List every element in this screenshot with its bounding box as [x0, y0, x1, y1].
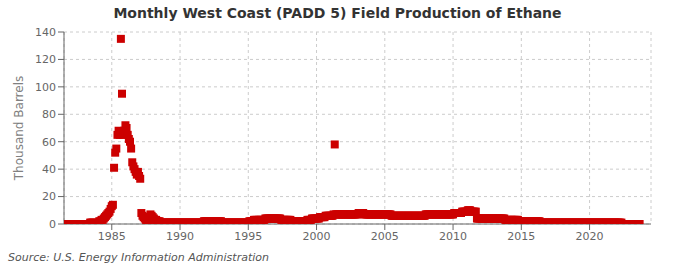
svg-text:100: 100: [35, 81, 56, 94]
svg-text:2005: 2005: [371, 230, 399, 243]
svg-text:1990: 1990: [166, 230, 194, 243]
svg-text:0: 0: [49, 218, 56, 231]
svg-text:Thousand Barrels: Thousand Barrels: [12, 76, 26, 181]
svg-text:120: 120: [35, 53, 56, 66]
svg-text:40: 40: [42, 163, 56, 176]
svg-text:2015: 2015: [507, 230, 535, 243]
svg-text:60: 60: [42, 136, 56, 149]
svg-text:2000: 2000: [303, 230, 331, 243]
svg-text:1995: 1995: [234, 230, 262, 243]
html-text:Source: U.S. Energy Informatio: Source: U.S. Energy Information Administ…: [8, 251, 269, 264]
svg-text:140: 140: [35, 26, 56, 39]
svg-text:80: 80: [42, 108, 56, 121]
svg-text:20: 20: [42, 190, 56, 203]
svg-text:1985: 1985: [98, 230, 126, 243]
svg-text:2010: 2010: [439, 230, 467, 243]
html-text:Monthly West Coast (PADD 5) Fi: Monthly West Coast (PADD 5) Field Produc…: [113, 5, 562, 21]
svg-text:2020: 2020: [576, 230, 604, 243]
